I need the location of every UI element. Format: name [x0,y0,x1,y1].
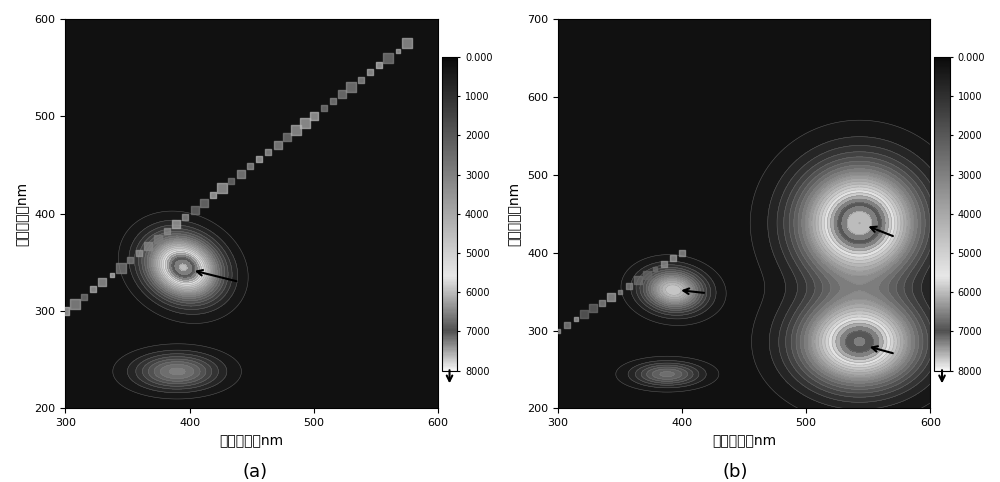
Point [168,220,184,228]
Point [187,206,203,214]
Point [656,260,672,268]
X-axis label: 激发波长／nm: 激发波长／nm [220,434,284,448]
Y-axis label: 发射波长／nm: 发射波长／nm [507,182,521,246]
Point [242,162,258,170]
Point [362,68,378,76]
Point [251,155,267,163]
Point [559,321,575,329]
Point [85,285,101,293]
Point [270,141,286,148]
Point [334,90,350,98]
Point [371,61,387,69]
Text: (b): (b) [722,463,748,481]
Point [665,254,681,262]
Text: (a): (a) [242,463,268,481]
Point [288,126,304,134]
Point [57,307,73,315]
Point [380,54,396,62]
Point [205,191,221,199]
Point [568,316,584,323]
Point [94,278,110,286]
Point [223,177,239,185]
Point [550,327,566,335]
Point [67,300,83,308]
Point [325,97,341,105]
Point [140,242,156,250]
Point [196,199,212,206]
Point [647,266,663,273]
Y-axis label: 发射波长／nm: 发射波长／nm [15,182,29,246]
Point [343,83,359,91]
Point [576,310,592,318]
Point [594,299,610,307]
Point [399,40,415,47]
Point [279,134,295,141]
Point [630,277,646,284]
Point [390,47,406,54]
Point [674,249,690,256]
Point [603,294,619,301]
Point [316,105,332,112]
Point [76,293,92,300]
Point [353,76,369,83]
Point [297,119,313,127]
Point [260,148,276,156]
Point [159,228,175,235]
Point [306,112,322,120]
Point [113,264,129,271]
Point [214,184,230,192]
Point [177,213,193,221]
Point [585,305,601,312]
Point [104,271,120,279]
Point [639,271,655,279]
Point [621,282,637,290]
X-axis label: 激发波长／nm: 激发波长／nm [712,434,776,448]
Point [131,249,147,257]
Point [150,235,166,242]
Point [233,170,249,177]
Point [122,256,138,264]
Point [612,288,628,295]
